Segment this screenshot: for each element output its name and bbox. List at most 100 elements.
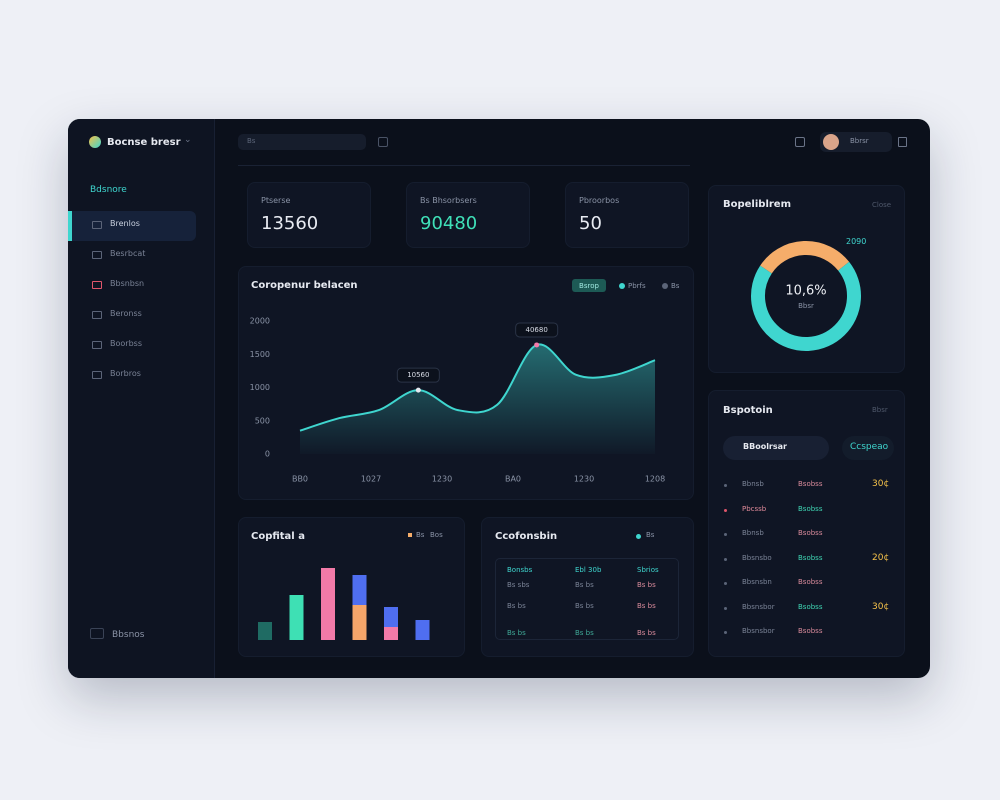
kpi-label: Pbroorbos: [579, 196, 620, 205]
list-dot: [724, 582, 727, 585]
nav-item[interactable]: Borbros: [110, 369, 141, 378]
bar: [415, 620, 430, 640]
list-label: Bbnsb: [742, 480, 764, 488]
chevron[interactable]: ⌄: [184, 135, 192, 145]
bar-title: Copfital a: [251, 531, 305, 542]
bar: [352, 575, 367, 605]
y-tick-label: 1000: [250, 383, 270, 392]
nav-item[interactable]: Boorbss: [110, 339, 142, 348]
tag[interactable]: [842, 436, 894, 460]
nav-item[interactable]: Bbsnbsn: [110, 279, 145, 288]
list-amount: 30¢: [872, 601, 890, 612]
list-label: Bbsnsbo: [742, 553, 772, 562]
table-cell: Bs bs: [507, 602, 526, 610]
list-dot: [724, 631, 727, 634]
avatar: [823, 134, 839, 150]
table-legend: Bs: [646, 531, 655, 539]
y-tick-label: 2000: [250, 317, 270, 326]
search-box[interactable]: [238, 134, 366, 150]
kpi-value: 50: [579, 213, 602, 234]
donut-action[interactable]: Close: [872, 201, 892, 209]
area-line: [299, 343, 656, 432]
list-action[interactable]: Bbsr: [872, 406, 888, 414]
tooltip-box: [396, 367, 440, 383]
table-cell: Bs bs: [637, 602, 656, 610]
list-dot: [724, 484, 727, 487]
tag-text: Ccspeao: [850, 442, 889, 452]
nav-icon: [92, 341, 102, 349]
nav-indicator: [68, 211, 72, 241]
list-value: Bsobss: [798, 578, 823, 586]
area-title: Coropenur belacen: [251, 280, 358, 291]
table-cell: Bs bs: [507, 629, 526, 637]
nav-item[interactable]: Brenlos: [110, 219, 140, 228]
point: [415, 387, 421, 393]
button-text[interactable]: BBoolrsar: [743, 442, 787, 451]
kpi-card: [565, 182, 689, 248]
icon[interactable]: [898, 137, 907, 147]
table-cell: Bs sbs: [507, 581, 530, 589]
legend-item: Pbrfs: [628, 282, 646, 290]
list-label: Bbnsb: [742, 529, 764, 537]
kpi-label: Bs Bhsorbsers: [420, 196, 477, 205]
bar: [258, 622, 272, 640]
list-label: Bbsnsbor: [742, 602, 775, 611]
table-cell: Bs bs: [637, 581, 656, 589]
table-cell: Bs bs: [575, 581, 594, 589]
button[interactable]: [723, 436, 829, 460]
kpi-card: [406, 182, 530, 248]
tooltip-text: 10560: [407, 371, 429, 379]
nav-item[interactable]: Besrbcat: [110, 249, 146, 258]
list-dot: [724, 508, 727, 512]
table-frame: [495, 558, 679, 640]
x-tick-label: 1027: [361, 475, 381, 484]
x-tick-label: 1208: [645, 475, 665, 484]
table-header: Sbrios: [637, 566, 659, 574]
nav-icon: [92, 251, 102, 259]
tooltip-box: [515, 322, 559, 338]
list-title: Bspotoin: [723, 405, 773, 416]
table-cell: Bs bs: [575, 602, 594, 610]
bar: [321, 568, 335, 640]
nav-item[interactable]: Beronss: [110, 309, 142, 318]
sidebar-section: Bdsnore: [90, 185, 127, 195]
bar: [384, 607, 398, 627]
donut-segment: [760, 241, 850, 274]
divider: [238, 165, 690, 166]
icon[interactable]: [378, 137, 388, 147]
donut-center: 10,6%: [785, 284, 826, 299]
list-amount: 30¢: [872, 479, 890, 489]
sidebar-footer[interactable]: Bbsnos: [112, 630, 145, 640]
list-dot: [724, 557, 727, 561]
list-dot: [724, 533, 727, 536]
legend-item: Bs: [671, 282, 680, 290]
icon[interactable]: [795, 137, 805, 147]
list-value: Bsobss: [798, 504, 823, 513]
kpi-label: Ptserse: [261, 196, 291, 205]
table-cell: Bs bs: [575, 629, 594, 637]
y-tick-label: 1500: [250, 350, 270, 359]
donut-segment: [751, 261, 861, 351]
list-dot: [724, 606, 727, 610]
table-card: [481, 517, 694, 657]
user-name: Bbrsr: [850, 137, 869, 145]
x-tick-label: BB0: [292, 475, 308, 484]
list-card: [708, 390, 905, 657]
area-fill: [300, 344, 655, 454]
nav-active: [68, 211, 196, 241]
point: [534, 342, 540, 348]
nav-icon: [92, 281, 102, 289]
legend-item: Bsrop: [579, 282, 599, 290]
legend-item: Bs: [416, 531, 425, 539]
user-chip[interactable]: [820, 132, 892, 152]
legend-dot: [636, 534, 641, 539]
list-amount: 20¢: [872, 552, 890, 563]
legend-pill: [572, 279, 606, 292]
donut-title: Bopeliblrem: [723, 199, 792, 210]
list-value: Bsobss: [798, 627, 823, 635]
x-tick-label: 1230: [574, 475, 594, 484]
brand: Bocnse bresr: [107, 137, 181, 148]
table-title: Ccofonsbin: [495, 531, 558, 542]
y-tick-label: 500: [255, 416, 270, 425]
